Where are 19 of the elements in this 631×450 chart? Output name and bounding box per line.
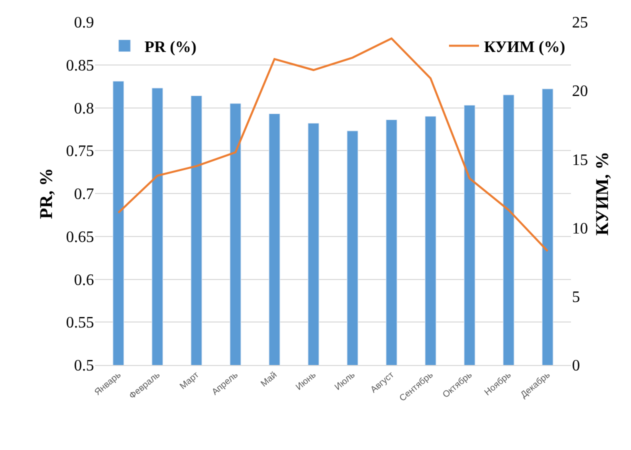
y-tick-label: 0.85 bbox=[66, 57, 94, 74]
y2-tick-label: 20 bbox=[572, 83, 588, 100]
legend-label: КУИМ (%) bbox=[484, 39, 566, 56]
y2-axis-title: КУИМ, % bbox=[592, 152, 612, 236]
legend-label: PR (%) bbox=[144, 39, 197, 56]
y2-tick-label: 25 bbox=[572, 14, 588, 32]
y-axis-title: PR, % bbox=[36, 168, 56, 219]
y-tick-label: 0.5 bbox=[74, 358, 94, 375]
y2-tick-label: 15 bbox=[572, 152, 588, 169]
y-tick-label: 0.9 bbox=[74, 14, 94, 32]
y2-tick-label: 0 bbox=[572, 358, 580, 375]
y-tick-label: 0.75 bbox=[66, 143, 94, 160]
y2-tick-label: 5 bbox=[572, 289, 580, 306]
y2-tick-label: 10 bbox=[572, 220, 588, 238]
y-tick-label: 0.65 bbox=[66, 228, 94, 246]
y-tick-label: 0.8 bbox=[74, 100, 94, 118]
y-tick-label: 0.55 bbox=[66, 314, 94, 332]
y-tick-label: 0.7 bbox=[74, 186, 94, 204]
y-tick-label: 0.6 bbox=[74, 272, 94, 289]
